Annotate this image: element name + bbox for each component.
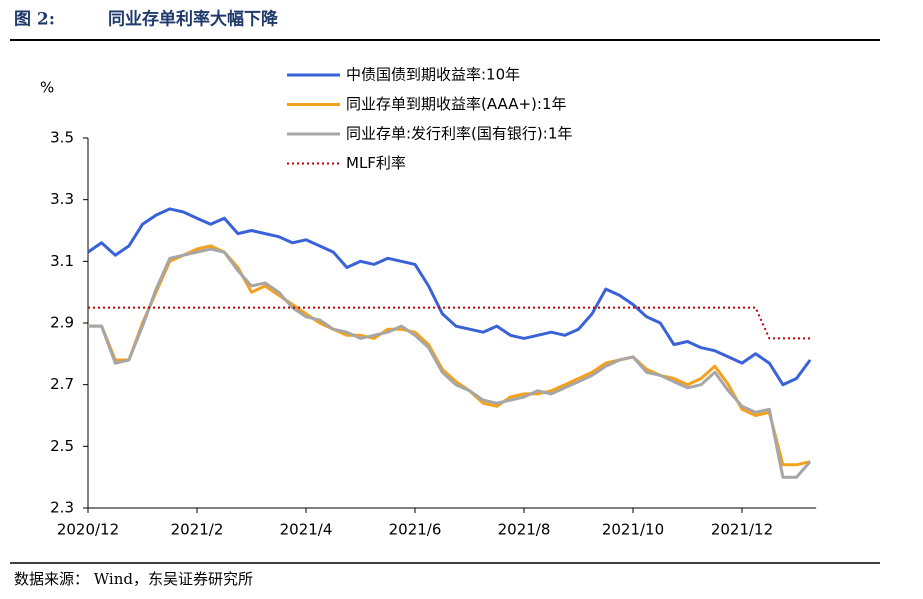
y-tick-label: 2.3 <box>50 499 74 517</box>
figure-number: 图 2: <box>14 10 55 30</box>
source-note: 数据来源： Wind，东吴证券研究所 <box>14 570 253 588</box>
legend-label: 同业存单到期收益率(AAA+):1年 <box>346 95 567 113</box>
y-tick-label: 2.7 <box>50 375 74 393</box>
y-tick-label: 3.5 <box>50 129 74 147</box>
x-tick-label: 2021/2 <box>171 521 224 539</box>
x-tick-label: 2021/12 <box>711 521 773 539</box>
y-tick-label: 2.5 <box>50 437 74 455</box>
page-title: 同业存单利率大幅下降 <box>108 9 279 30</box>
y-tick-label: 3.3 <box>50 190 74 208</box>
legend-label: MLF利率 <box>346 154 406 172</box>
x-tick-label: 2020/12 <box>57 521 119 539</box>
y-tick-label: 3.1 <box>50 252 74 270</box>
series-line <box>88 244 811 467</box>
x-tick-label: 2021/6 <box>389 521 442 539</box>
legend-label: 中债国债到期收益率:10年 <box>346 66 520 84</box>
series-line <box>87 207 812 387</box>
series-line <box>88 306 811 340</box>
x-tick-label: 2021/4 <box>280 521 333 539</box>
y-axis-label: % <box>40 79 54 97</box>
series-line <box>88 247 812 479</box>
y-tick-label: 2.9 <box>50 314 74 332</box>
x-tick-label: 2021/10 <box>602 521 664 539</box>
legend-label: 同业存单:发行利率(国有银行):1年 <box>346 125 572 143</box>
x-tick-label: 2021/8 <box>498 521 551 539</box>
